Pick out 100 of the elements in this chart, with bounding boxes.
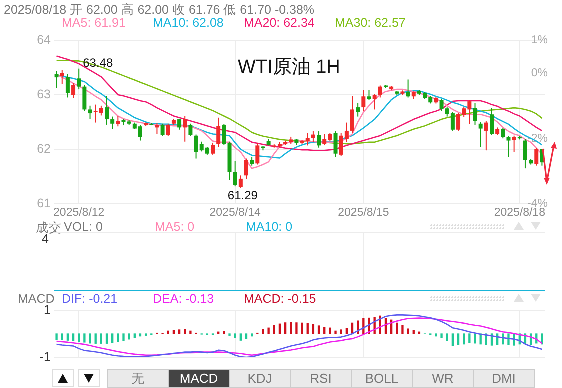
bar: [61, 334, 64, 340]
candlestick: [77, 68, 82, 90]
bar: [190, 330, 192, 334]
y2-tick-label: 0%: [531, 67, 548, 80]
bar: [402, 325, 404, 334]
x-tick-label: 2025/8/12: [54, 207, 105, 220]
candlestick: [378, 85, 382, 98]
candlestick: [160, 123, 165, 137]
candlestick: [311, 131, 316, 143]
candlestick: [362, 90, 366, 112]
text: MA10: 62.08: [153, 16, 225, 30]
text: MA20: 62.34: [244, 16, 316, 30]
candlestick: [317, 131, 322, 148]
candlestick: [473, 102, 478, 126]
candlestick: [534, 148, 539, 166]
candlestick: [512, 135, 516, 153]
bar: [457, 334, 460, 346]
bar: [78, 334, 80, 342]
bar: [324, 327, 326, 334]
candlestick: [222, 124, 226, 146]
candlestick: [211, 142, 216, 156]
bar: [134, 334, 136, 338]
y-tick-label: -1: [40, 350, 52, 364]
candlestick: [367, 90, 372, 101]
bar: [290, 322, 292, 334]
candlestick: [406, 79, 410, 98]
bar: [178, 330, 181, 334]
bar: [463, 334, 466, 345]
bar: [346, 328, 348, 334]
text: VOL: 0: [63, 220, 104, 234]
y-tick-label: 64: [37, 32, 52, 47]
bar: [89, 334, 92, 344]
text: WTI原油 1H: [238, 56, 340, 80]
bar: [435, 334, 438, 337]
candlestick: [66, 74, 70, 98]
bar: [284, 322, 287, 334]
bar: [268, 328, 270, 334]
y2-tick-label: 1%: [531, 34, 548, 47]
candlestick: [506, 136, 511, 158]
bar: [112, 334, 114, 344]
candlestick: [110, 116, 115, 130]
bar: [122, 334, 125, 342]
bar: [66, 334, 70, 341]
y-tick-label: 61: [37, 196, 52, 210]
candlestick: [372, 94, 377, 110]
bar: [541, 334, 544, 345]
bar: [223, 331, 226, 334]
text: MA10: 0: [246, 220, 294, 234]
candlestick: [490, 108, 494, 136]
candlestick: [116, 116, 120, 128]
bar: [100, 334, 103, 344]
bar: [334, 330, 337, 334]
text: 无: [107, 369, 169, 388]
bar: [139, 334, 142, 337]
text: MA5: 61.91: [62, 16, 127, 30]
text: 4: [42, 232, 49, 246]
text: KDJ: [229, 369, 291, 388]
bar: [418, 332, 421, 334]
series-label: MACD: -0.15: [244, 292, 318, 306]
bar: [84, 334, 86, 343]
bar: [167, 330, 170, 334]
bar: [262, 329, 264, 334]
candlestick: [523, 138, 528, 170]
bar: [412, 330, 415, 334]
text: MA5: 0: [155, 220, 196, 234]
candlestick: [188, 123, 193, 137]
candlestick: [256, 142, 260, 166]
bar: [318, 326, 320, 334]
text: BOLL: [351, 369, 413, 388]
bar: [56, 334, 58, 340]
text: MA30: 62.57: [335, 16, 407, 30]
bar: [396, 322, 398, 334]
bar: [329, 328, 332, 334]
text: WR: [412, 369, 474, 388]
bar: [218, 332, 220, 334]
bar: [407, 328, 410, 334]
candlestick: [166, 123, 170, 137]
bar: [250, 334, 254, 337]
candlestick: [82, 84, 87, 112]
chart-subtitle: 2025/08/18 开 62.00 高 62.00 收 61.76 低 61.70 -0.38%: [4, 2, 315, 18]
bar: [240, 334, 242, 341]
candlestick: [233, 160, 238, 188]
bar: [245, 334, 248, 340]
bar: [184, 329, 186, 334]
bar: [278, 324, 282, 334]
y-tick-label: 62: [37, 142, 52, 156]
annotation: 61.29: [228, 188, 258, 203]
x-tick-label: 2025/8/14: [210, 207, 262, 220]
candlestick: [306, 132, 310, 146]
candlestick: [244, 158, 248, 180]
annotation: 63.48: [83, 56, 114, 70]
bar: [128, 334, 130, 340]
bar: [340, 330, 342, 334]
bar: [296, 322, 298, 334]
text: RSI: [290, 369, 352, 388]
candlestick: [54, 70, 59, 89]
bar: [440, 334, 443, 338]
bar: [301, 322, 304, 334]
candlestick: [178, 118, 182, 130]
bar: [446, 334, 448, 342]
